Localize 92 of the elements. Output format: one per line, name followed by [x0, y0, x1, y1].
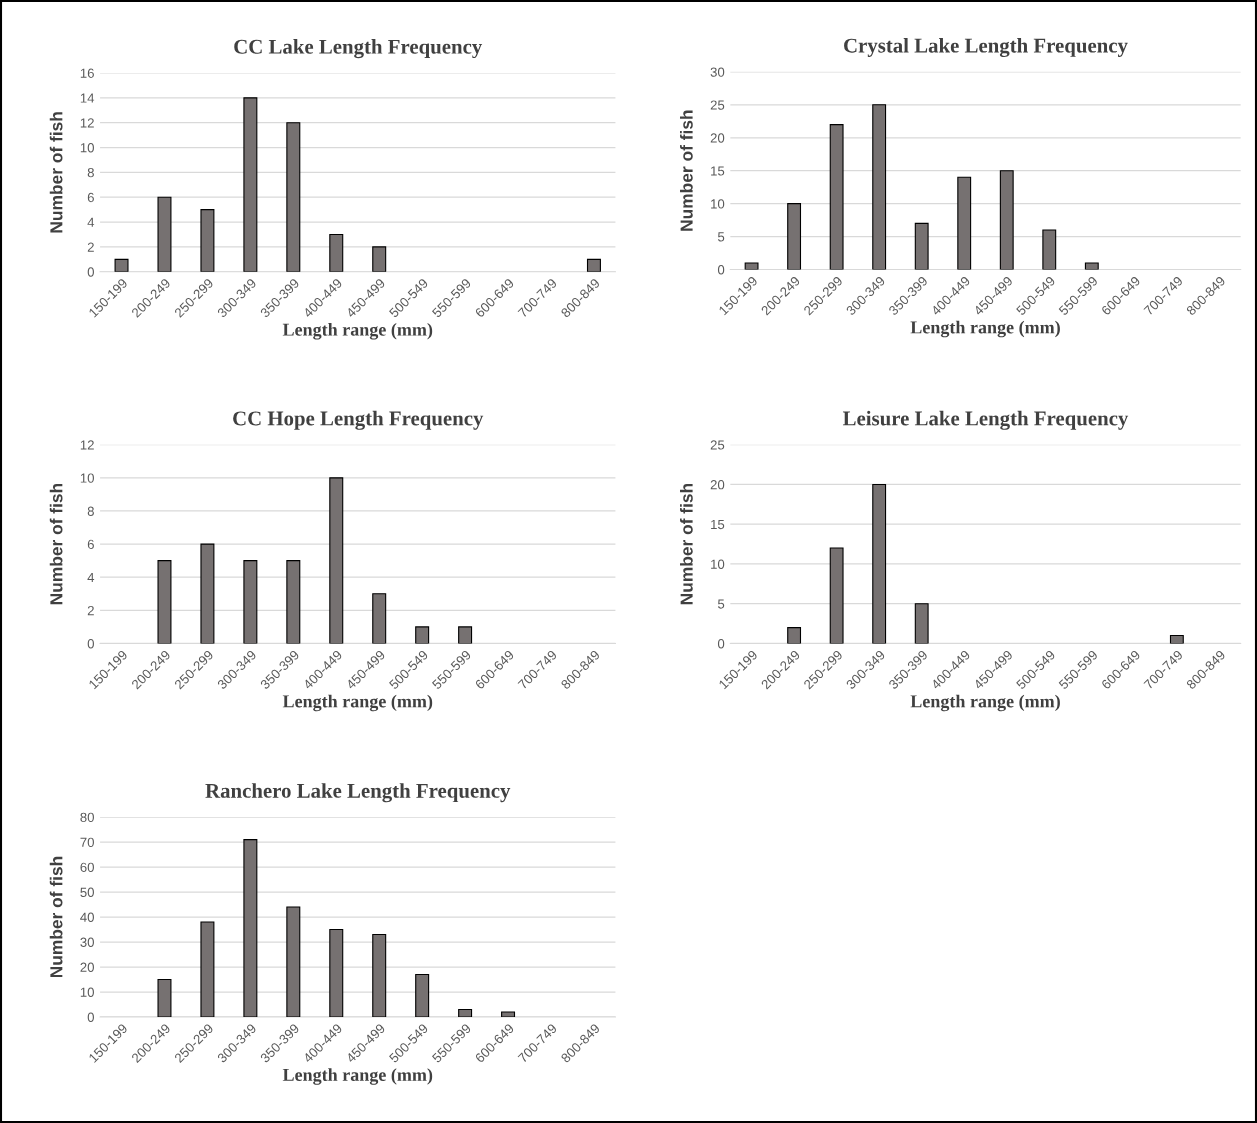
- bar: [200, 209, 215, 272]
- y-tick-label: 2: [87, 605, 94, 616]
- chart-title: Crystal Lake Length Frequency: [844, 37, 1128, 58]
- bar: [329, 928, 344, 1017]
- y-tick-label: 0: [87, 639, 94, 649]
- y-tick-label: 5: [717, 232, 725, 242]
- x-axis-title: Length range (mm): [910, 320, 1060, 338]
- bar: [372, 933, 387, 1017]
- bar: [415, 973, 430, 1017]
- bar: [286, 122, 301, 272]
- bar: [372, 246, 387, 272]
- bar: [957, 176, 972, 270]
- y-axis-title: Number of fish: [49, 856, 63, 978]
- y-axis-title: Number of fish: [680, 110, 693, 231]
- y-tick-label: 20: [710, 480, 725, 490]
- y-tick-label: 20: [80, 962, 94, 972]
- y-tick-label: 15: [711, 166, 725, 176]
- y-tick-label: 80: [80, 812, 94, 823]
- chart-title: Leisure Lake Length Frequency: [842, 410, 1129, 430]
- y-tick-label: 14: [80, 93, 95, 103]
- x-axis-title: Length range (mm): [282, 323, 433, 340]
- y-tick-label: 2: [87, 242, 94, 252]
- bar: [243, 560, 258, 644]
- y-tick-label: 16: [80, 68, 94, 78]
- bar: [329, 233, 344, 272]
- y-tick-label: 25: [710, 440, 725, 450]
- y-tick-label: 5: [717, 599, 725, 609]
- y-axis-title: Number of fish: [49, 483, 63, 605]
- y-tick-label: 10: [711, 559, 725, 569]
- bar: [914, 603, 929, 644]
- bar: [157, 560, 172, 644]
- bar: [829, 124, 844, 270]
- y-tick-label: 30: [80, 937, 94, 947]
- bar: [1169, 634, 1184, 644]
- y-tick-label: 50: [80, 887, 94, 897]
- bar: [1042, 229, 1057, 270]
- bar: [458, 1008, 473, 1017]
- y-tick-label: 40: [80, 912, 94, 922]
- bar: [114, 258, 129, 272]
- x-axis-title: Length range (mm): [910, 694, 1060, 712]
- chart-title: CC Hope Length Frequency: [233, 410, 484, 430]
- bar: [157, 196, 172, 272]
- bar: [872, 104, 887, 270]
- y-tick-label: 4: [87, 572, 95, 582]
- y-tick-label: 6: [87, 539, 94, 549]
- y-tick-label: 0: [87, 1012, 94, 1022]
- bar: [243, 839, 258, 1017]
- bar: [157, 978, 172, 1017]
- bar: [286, 560, 301, 644]
- bar: [200, 921, 215, 1017]
- y-tick-label: 25: [710, 100, 725, 110]
- bar: [914, 222, 929, 270]
- y-tick-label: 6: [87, 192, 94, 203]
- y-tick-label: 0: [87, 267, 94, 277]
- y-tick-label: 70: [80, 837, 94, 847]
- y-tick-label: 10: [80, 143, 94, 153]
- bar: [243, 97, 258, 272]
- bar: [872, 483, 887, 644]
- bar: [415, 626, 430, 644]
- chart-title: Ranchero Lake Length Frequency: [205, 783, 511, 803]
- y-tick-label: 10: [711, 199, 725, 209]
- bar: [787, 203, 802, 270]
- bar: [744, 262, 759, 270]
- bar: [586, 258, 601, 272]
- y-tick-label: 8: [87, 167, 94, 178]
- bar: [329, 477, 344, 644]
- y-tick-label: 12: [80, 118, 94, 128]
- y-tick-label: 4: [87, 217, 95, 227]
- bar: [999, 170, 1014, 270]
- y-tick-label: 60: [80, 862, 94, 872]
- y-tick-label: 12: [80, 440, 94, 450]
- bar: [787, 627, 802, 644]
- bar: [286, 906, 301, 1017]
- bar: [458, 626, 473, 644]
- x-axis-title: Length range (mm): [282, 1068, 433, 1085]
- y-tick-label: 0: [717, 639, 725, 649]
- y-tick-label: 15: [711, 519, 725, 530]
- bar: [829, 547, 844, 644]
- bar: [200, 543, 215, 644]
- bar: [501, 1011, 516, 1017]
- x-axis-title: Length range (mm): [282, 694, 433, 712]
- bar: [1084, 262, 1099, 270]
- y-axis-title: Number of fish: [680, 483, 693, 605]
- y-tick-label: 10: [80, 987, 94, 997]
- y-axis-title: Number of fish: [49, 112, 63, 233]
- y-tick-label: 20: [710, 133, 725, 143]
- bar: [372, 593, 387, 644]
- y-tick-label: 0: [717, 265, 725, 275]
- y-tick-label: 30: [710, 67, 725, 77]
- y-tick-label: 10: [80, 473, 94, 483]
- y-tick-label: 8: [87, 506, 94, 516]
- chart-title: CC Lake Length Frequency: [234, 39, 483, 59]
